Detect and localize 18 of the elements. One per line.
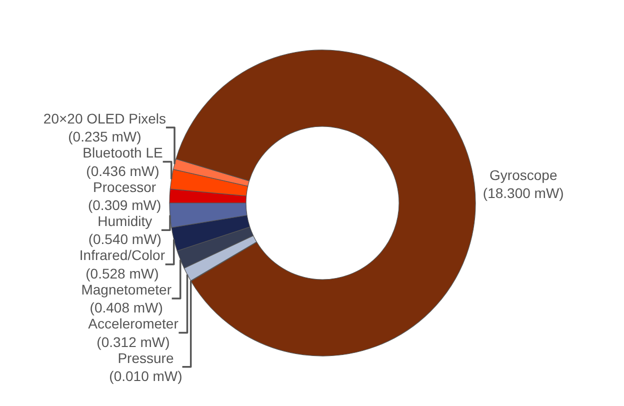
data-label: (18.300 mW) xyxy=(482,185,564,202)
slice-label: Processor xyxy=(93,178,156,195)
slice-label: Infrared/Color xyxy=(79,247,166,264)
slice-label: Humidity xyxy=(98,213,152,230)
slice-label: Pressure xyxy=(118,350,174,366)
data-label: (0.235 mW) xyxy=(68,128,142,145)
slice-label: Magnetometer xyxy=(81,281,172,298)
slice-label: Gyroscope xyxy=(490,167,558,184)
data-label: (0.436 mW) xyxy=(86,162,160,179)
data-label: (0.540 mW) xyxy=(88,231,162,248)
data-label: (0.312 mW) xyxy=(96,334,170,350)
data-label: (0.309 mW) xyxy=(88,197,162,214)
data-label: (0.408 mW) xyxy=(90,300,163,316)
slice-label: Bluetooth LE xyxy=(82,144,163,161)
slice-label: Accelerometer xyxy=(88,316,179,332)
data-label: (0.010 mW) xyxy=(109,368,182,384)
data-label: (0.528 mW) xyxy=(86,265,159,282)
slice-label: 20×20 OLED Pixels xyxy=(43,110,166,126)
